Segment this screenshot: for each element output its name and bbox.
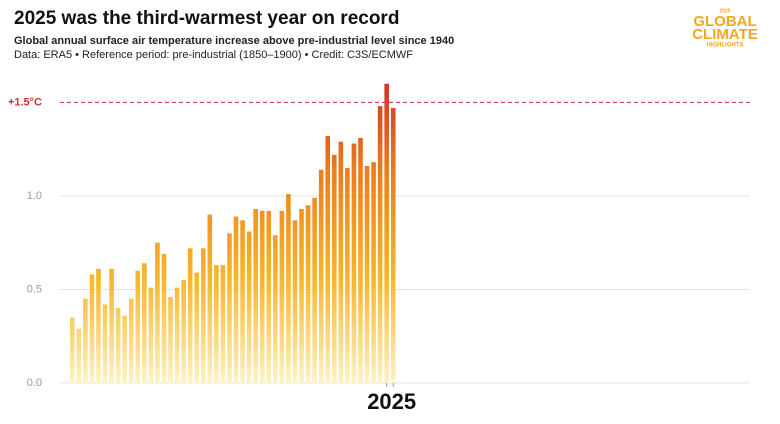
bar [96,268,101,383]
bar [377,106,383,383]
bar [220,265,226,383]
bar [142,263,147,383]
bar [384,83,389,384]
bar [214,265,219,383]
x-tick-label: 2025 [367,389,416,414]
bar [371,162,376,383]
logo-text: HIGHLIGHTS [707,43,744,49]
y-tick-label: 1.0 [27,190,42,202]
bar [240,220,245,383]
bar [187,248,193,383]
bar [109,268,114,383]
bar [279,210,285,383]
bar [135,270,141,383]
bar [305,205,311,383]
bar [351,143,357,383]
bar [364,166,370,383]
reference-label: +1.5°C [8,96,42,108]
bar [390,108,396,383]
logo-year: 2025 [719,8,730,14]
bar [286,194,291,383]
logo: 2025 GLOBAL CLIMATE HIGHLIGHTS [692,8,758,48]
bar [345,167,350,383]
bar [200,248,206,383]
bar [83,298,88,383]
bar [174,287,180,383]
bar [259,210,265,383]
bar [299,209,304,383]
bar [161,253,167,383]
bar [122,315,127,383]
bar [69,317,75,383]
bar [338,141,344,383]
bar [207,214,213,383]
bar [331,154,337,383]
bar [246,231,252,383]
chart-source: Data: ERA5 • Reference period: pre-indus… [14,49,413,61]
bar [273,235,278,383]
bar [155,242,160,383]
bar [292,220,298,383]
bar [194,272,200,383]
bar [358,137,363,383]
y-tick-label: 0.0 [27,377,42,389]
logo-text: CLIMATE [692,26,758,43]
bar [312,197,317,383]
chart-title: 2025 was the third-warmest year on recor… [14,8,399,29]
logo-text: GLOBAL [693,13,756,30]
bar [227,233,232,383]
bar [89,274,95,383]
bar [128,298,134,383]
y-tick-label: 0.5 [27,283,42,295]
bar [115,308,121,383]
chart-subtitle: Global annual surface air temperature in… [14,35,454,47]
bar [148,287,154,383]
bar [181,280,186,383]
bar [266,210,272,383]
bar [168,296,173,383]
bar [102,304,108,383]
bar [233,216,239,383]
bar [253,209,258,383]
bar [318,169,324,383]
bar [325,136,331,383]
bar [76,328,82,383]
